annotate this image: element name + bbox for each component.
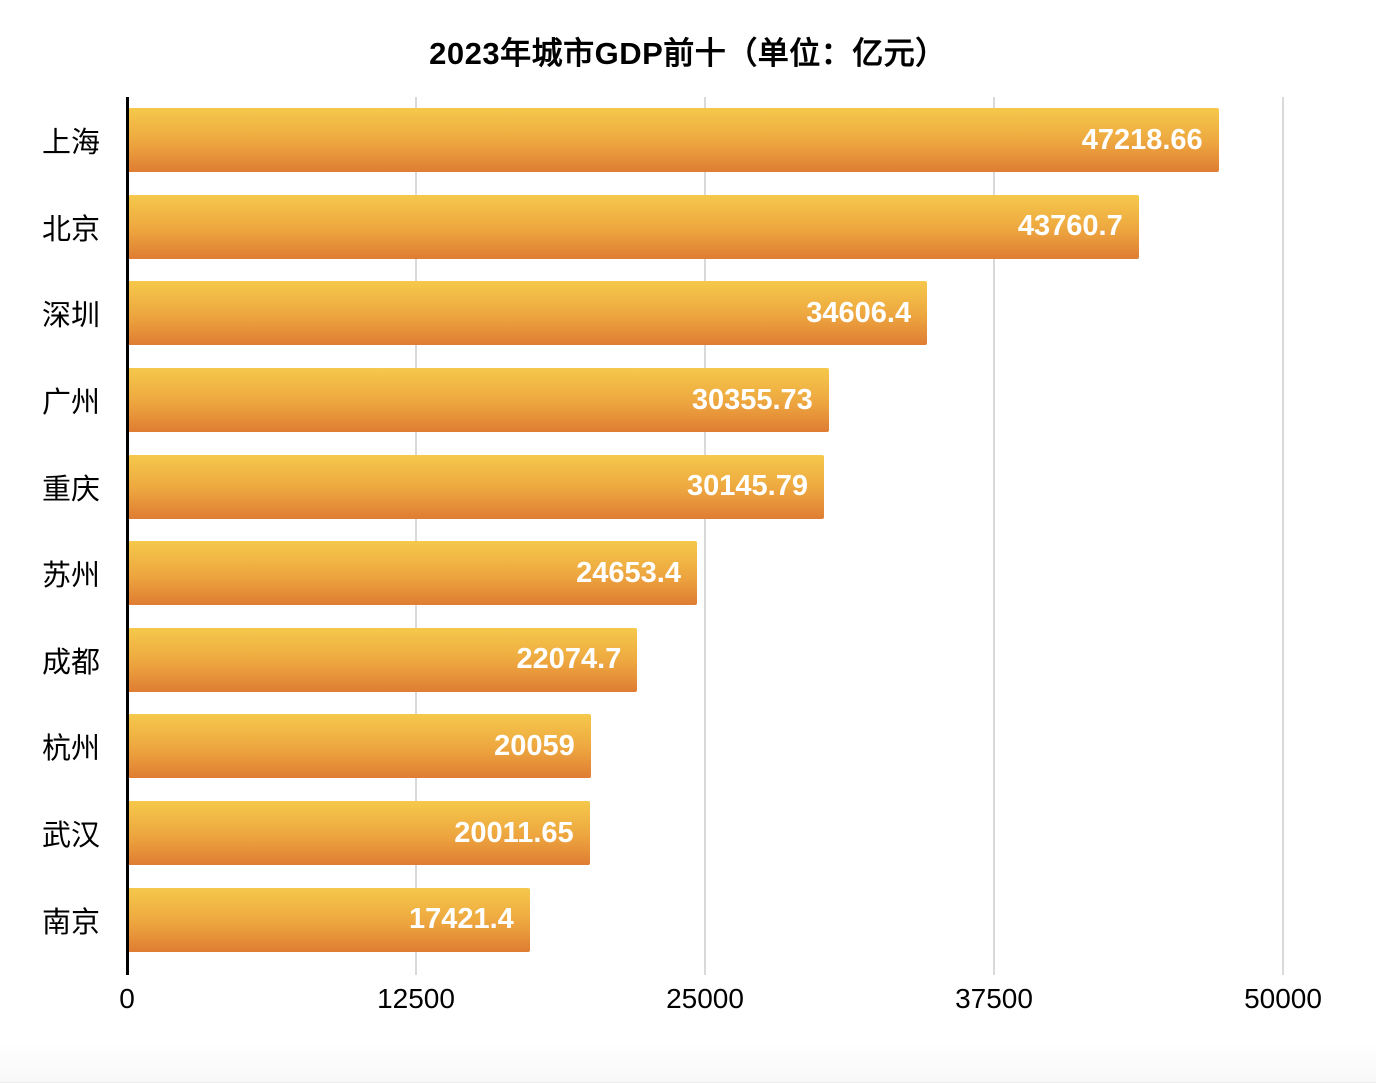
plot-area: 上海 47218.66 北京 43760.7 深圳 34606.4 广州 30355.73 重庆… bbox=[42, 97, 1284, 975]
bar-row: 南京 17421.4 bbox=[42, 876, 1283, 963]
bar-value-label: 22074.7 bbox=[516, 643, 622, 676]
category-label: 重庆 bbox=[41, 473, 100, 506]
x-tick-label: 25000 bbox=[666, 983, 744, 1014]
x-tick-label: 12500 bbox=[377, 983, 455, 1014]
bar-value-label: 20059 bbox=[494, 729, 575, 762]
bar-value-label: 34606.4 bbox=[806, 296, 912, 329]
category-label: 深圳 bbox=[41, 300, 100, 333]
gridline-x-12500 bbox=[415, 97, 417, 975]
bar-row: 杭州 20059 bbox=[42, 703, 1283, 790]
bar-杭州: 20059 bbox=[127, 714, 591, 779]
category-label: 广州 bbox=[41, 387, 100, 420]
bar-上海: 47218.66 bbox=[127, 108, 1219, 173]
gridline-x-25000 bbox=[704, 97, 706, 975]
gridline-x-50000 bbox=[1282, 97, 1284, 975]
x-tick-label: 50000 bbox=[1244, 983, 1322, 1014]
bar-深圳: 34606.4 bbox=[127, 281, 928, 346]
x-tick-label: 0 bbox=[119, 983, 135, 1014]
category-label: 杭州 bbox=[41, 733, 100, 766]
bar-北京: 43760.7 bbox=[127, 194, 1139, 259]
bar-武汉: 20011.65 bbox=[127, 801, 590, 866]
category-label: 成都 bbox=[41, 646, 100, 679]
bar-value-label: 20011.65 bbox=[454, 816, 574, 849]
bar-value-label: 47218.66 bbox=[1081, 123, 1203, 156]
category-label: 苏州 bbox=[41, 560, 100, 593]
bar-value-label: 30355.73 bbox=[691, 383, 813, 416]
bar-广州: 30355.73 bbox=[127, 368, 829, 433]
bar-南京: 17421.4 bbox=[127, 887, 530, 952]
bar-value-label: 17421.4 bbox=[408, 903, 514, 936]
bar-value-label: 30145.79 bbox=[687, 470, 808, 503]
bar-row: 广州 30355.73 bbox=[42, 357, 1283, 444]
gridline-x-37500 bbox=[993, 97, 995, 975]
bar-苏州: 24653.4 bbox=[127, 541, 697, 606]
bar-row: 重庆 30145.79 bbox=[42, 443, 1283, 530]
bar-row: 深圳 34606.4 bbox=[42, 270, 1283, 357]
bar-row: 武汉 20011.65 bbox=[42, 790, 1283, 877]
category-label: 上海 bbox=[41, 127, 100, 160]
category-label: 北京 bbox=[41, 213, 100, 246]
y-axis-line bbox=[126, 97, 129, 975]
bottom-shade bbox=[0, 1042, 1376, 1082]
bar-value-label: 43760.7 bbox=[1017, 210, 1123, 243]
category-label: 南京 bbox=[41, 906, 100, 939]
bar-row: 上海 47218.66 bbox=[42, 97, 1283, 184]
bar-成都: 22074.7 bbox=[127, 627, 638, 692]
category-label: 武汉 bbox=[41, 820, 100, 853]
bar-value-label: 24653.4 bbox=[576, 556, 681, 589]
x-tick-label: 37500 bbox=[955, 983, 1033, 1014]
bar-重庆: 30145.79 bbox=[127, 454, 824, 519]
bar-row: 北京 43760.7 bbox=[42, 184, 1283, 271]
bar-row: 苏州 24653.4 bbox=[42, 530, 1283, 617]
bar-row: 成都 22074.7 bbox=[42, 617, 1283, 704]
chart-title: 2023年城市GDP前十（单位：亿元） bbox=[429, 36, 947, 71]
